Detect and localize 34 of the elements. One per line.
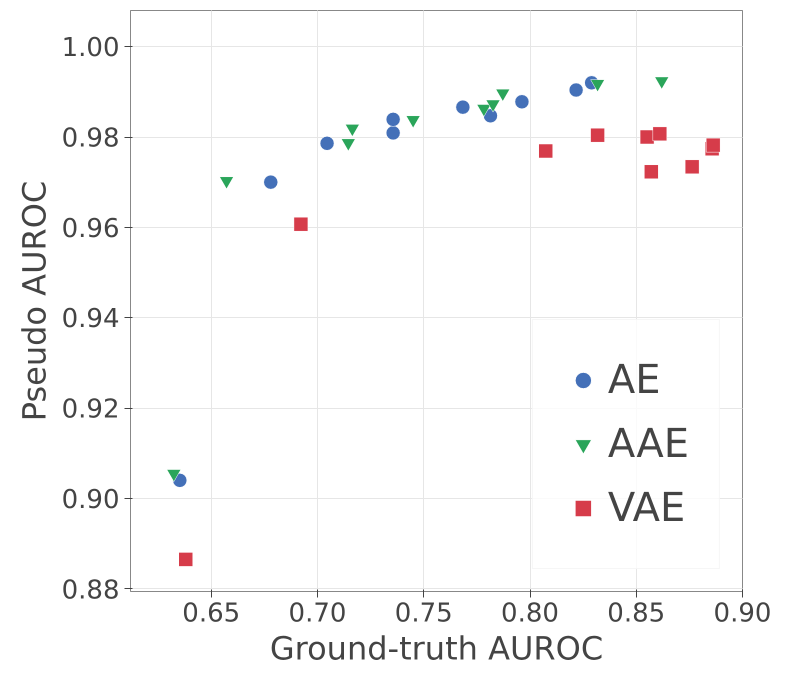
- y-tick-label: 0.92: [62, 394, 120, 425]
- point: [652, 126, 668, 142]
- y-axis-title: Pseudo AUROC: [16, 180, 54, 422]
- point: [640, 130, 654, 144]
- point: [320, 136, 334, 151]
- point: [294, 216, 308, 232]
- point: [590, 128, 605, 142]
- point: [706, 138, 720, 152]
- point: [538, 144, 553, 158]
- y-tick-label: 1.00: [62, 33, 120, 64]
- point: [386, 112, 400, 127]
- point: [264, 174, 278, 190]
- x-tick-label: 0.65: [182, 598, 240, 628]
- y-tick-label: 0.96: [62, 214, 120, 244]
- point: [514, 94, 530, 109]
- y-tick-label: 0.98: [62, 124, 120, 154]
- point: [568, 82, 584, 98]
- x-tick-label: 0.75: [394, 598, 453, 628]
- point: [386, 126, 400, 140]
- legend-label: AE: [608, 356, 661, 405]
- legend-label: AAE: [608, 420, 689, 469]
- x-tick-label: 0.70: [288, 598, 346, 628]
- point: [178, 552, 193, 567]
- x-tick-label: 0.85: [607, 598, 666, 628]
- y-tick-label: 0.88: [62, 575, 120, 606]
- point: [644, 164, 659, 180]
- legend-label: VAE: [608, 484, 686, 533]
- y-tick-label: 0.94: [62, 304, 120, 334]
- y-tick-label: 0.90: [62, 484, 120, 515]
- x-tick-label: 0.90: [714, 598, 772, 628]
- point: [684, 160, 700, 174]
- x-tick-label: 0.80: [501, 598, 559, 628]
- point: [456, 100, 470, 114]
- x-axis-title: Ground-truth AUROC: [270, 630, 604, 668]
